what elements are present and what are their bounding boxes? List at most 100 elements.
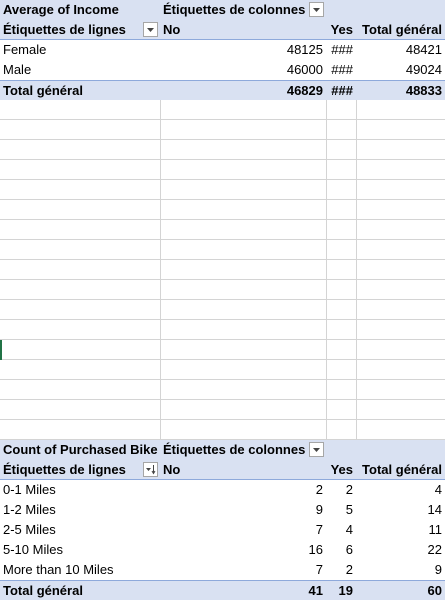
pivot1-row-label[interactable]: Male xyxy=(3,62,32,77)
cell-divider xyxy=(326,240,327,260)
pivot2-cell-total[interactable]: 22 xyxy=(427,542,442,557)
pivot2-cell-no[interactable]: 16 xyxy=(308,542,323,557)
pivot1-row-labels-header[interactable]: Étiquettes de lignes xyxy=(3,22,126,37)
pivot1-title[interactable]: Average of Income xyxy=(3,2,119,17)
pivot1-grand-total-yes[interactable]: ### xyxy=(331,83,353,98)
pivot1-cell-total[interactable]: 48421 xyxy=(405,42,442,57)
pivot2-col-yes[interactable]: Yes xyxy=(330,462,353,477)
pivot1-col-filter-dropdown[interactable] xyxy=(309,2,324,17)
empty-row xyxy=(0,420,445,440)
cell-divider xyxy=(326,100,327,120)
empty-row xyxy=(0,380,445,400)
pivot2-cell-yes[interactable]: 2 xyxy=(345,562,353,577)
pivot2-cell-total[interactable]: 9 xyxy=(434,562,442,577)
pivot2-row-label[interactable]: More than 10 Miles xyxy=(3,562,114,577)
cell-divider xyxy=(160,240,161,260)
table-row: Female 48125 ### 48421 xyxy=(0,40,445,60)
table-row: 1-2 Miles 9 5 14 xyxy=(0,500,445,520)
cell-divider xyxy=(160,360,161,380)
cell-divider xyxy=(326,200,327,220)
pivot2-grand-total-yes[interactable]: 19 xyxy=(338,583,353,598)
cell-divider xyxy=(160,260,161,280)
table-row: More than 10 Miles 7 2 9 xyxy=(0,560,445,580)
table-row: 5-10 Miles 16 6 22 xyxy=(0,540,445,560)
pivot2-row-label[interactable]: 0-1 Miles xyxy=(3,482,56,497)
chevron-down-icon xyxy=(313,448,320,452)
empty-row xyxy=(0,140,445,160)
pivot2-grand-total-label[interactable]: Total général xyxy=(3,583,83,598)
cell-divider xyxy=(160,160,161,180)
pivot2-cell-yes[interactable]: 2 xyxy=(345,482,353,497)
cell-divider xyxy=(160,380,161,400)
pivot2-row-labels-header[interactable]: Étiquettes de lignes xyxy=(3,462,126,477)
pivot1-col-labels-header[interactable]: Étiquettes de colonnes xyxy=(163,2,306,17)
pivot2-title[interactable]: Count of Purchased Bike xyxy=(3,442,158,457)
cell-divider xyxy=(356,380,357,400)
pivot2-row-label[interactable]: 1-2 Miles xyxy=(3,502,56,517)
pivot1-cell-yes[interactable]: ### xyxy=(331,42,353,57)
pivot1-col-yes[interactable]: Yes xyxy=(330,22,353,37)
pivot1-cell-yes[interactable]: ### xyxy=(331,62,353,77)
pivot2-row-label[interactable]: 2-5 Miles xyxy=(3,522,56,537)
pivot2-cell-yes[interactable]: 4 xyxy=(345,522,353,537)
cell-divider xyxy=(160,280,161,300)
pivot2-cell-no[interactable]: 9 xyxy=(315,502,323,517)
pivot1-grand-total-no[interactable]: 46829 xyxy=(286,83,323,98)
pivot2-col-total[interactable]: Total général xyxy=(362,462,442,477)
empty-row xyxy=(0,180,445,200)
cell-divider xyxy=(160,300,161,320)
empty-row xyxy=(0,340,445,360)
pivot2-row-sort-filter-dropdown[interactable] xyxy=(143,462,158,477)
empty-row xyxy=(0,300,445,320)
pivot2-cell-total[interactable]: 4 xyxy=(434,482,442,497)
pivot1-col-no[interactable]: No xyxy=(163,22,181,37)
cell-divider xyxy=(326,220,327,240)
cell-divider xyxy=(356,260,357,280)
cell-divider xyxy=(356,300,357,320)
pivot2-grand-total-total[interactable]: 60 xyxy=(427,583,442,598)
cell-divider xyxy=(160,140,161,160)
cell-divider xyxy=(356,120,357,140)
pivot1-cell-total[interactable]: 49024 xyxy=(405,62,442,77)
pivot1-row-label[interactable]: Female xyxy=(3,42,47,57)
table-row: 2-5 Miles 7 4 11 xyxy=(0,520,445,540)
table-row: 0-1 Miles 2 2 4 xyxy=(0,480,445,500)
cell-divider xyxy=(326,260,327,280)
cell-divider xyxy=(356,360,357,380)
pivot1-row-filter-dropdown[interactable] xyxy=(143,22,158,37)
cell-divider xyxy=(160,340,161,360)
empty-row xyxy=(0,160,445,180)
pivot2-cell-no[interactable]: 7 xyxy=(315,522,323,537)
cell-divider xyxy=(356,220,357,240)
pivot2-col-filter-dropdown[interactable] xyxy=(309,442,324,457)
cell-divider xyxy=(160,320,161,340)
pivot2-row-label[interactable]: 5-10 Miles xyxy=(3,542,63,557)
pivot1-grand-total-total[interactable]: 48833 xyxy=(405,83,442,98)
cell-divider xyxy=(356,160,357,180)
pivot2-cell-no[interactable]: 7 xyxy=(315,562,323,577)
pivot2-grand-total-no[interactable]: 41 xyxy=(308,583,323,598)
pivot2-cell-total[interactable]: 11 xyxy=(428,522,443,537)
pivot2-cell-total[interactable]: 14 xyxy=(427,502,442,517)
pivot2-col-labels-header[interactable]: Étiquettes de colonnes xyxy=(163,442,306,457)
pivot1-grand-total-row: Total général 46829 ### 48833 xyxy=(0,80,445,100)
pivot1-cell-no[interactable]: 48125 xyxy=(286,42,323,57)
pivot2-cell-yes[interactable]: 6 xyxy=(345,542,353,557)
empty-row xyxy=(0,200,445,220)
pivot2-cell-no[interactable]: 2 xyxy=(315,482,323,497)
pivot1-cell-no[interactable]: 46000 xyxy=(286,62,323,77)
cell-divider xyxy=(356,400,357,420)
cell-divider xyxy=(160,200,161,220)
pivot2-cell-yes[interactable]: 5 xyxy=(345,502,353,517)
chevron-down-icon xyxy=(313,8,320,12)
pivot1-col-total[interactable]: Total général xyxy=(362,22,442,37)
sort-filter-icon xyxy=(146,465,156,475)
pivot2-col-no[interactable]: No xyxy=(163,462,181,477)
cell-divider xyxy=(160,420,161,440)
cell-divider xyxy=(326,300,327,320)
cell-divider xyxy=(356,100,357,120)
cell-divider xyxy=(326,340,327,360)
cell-divider xyxy=(326,140,327,160)
pivot1-grand-total-label[interactable]: Total général xyxy=(3,83,83,98)
